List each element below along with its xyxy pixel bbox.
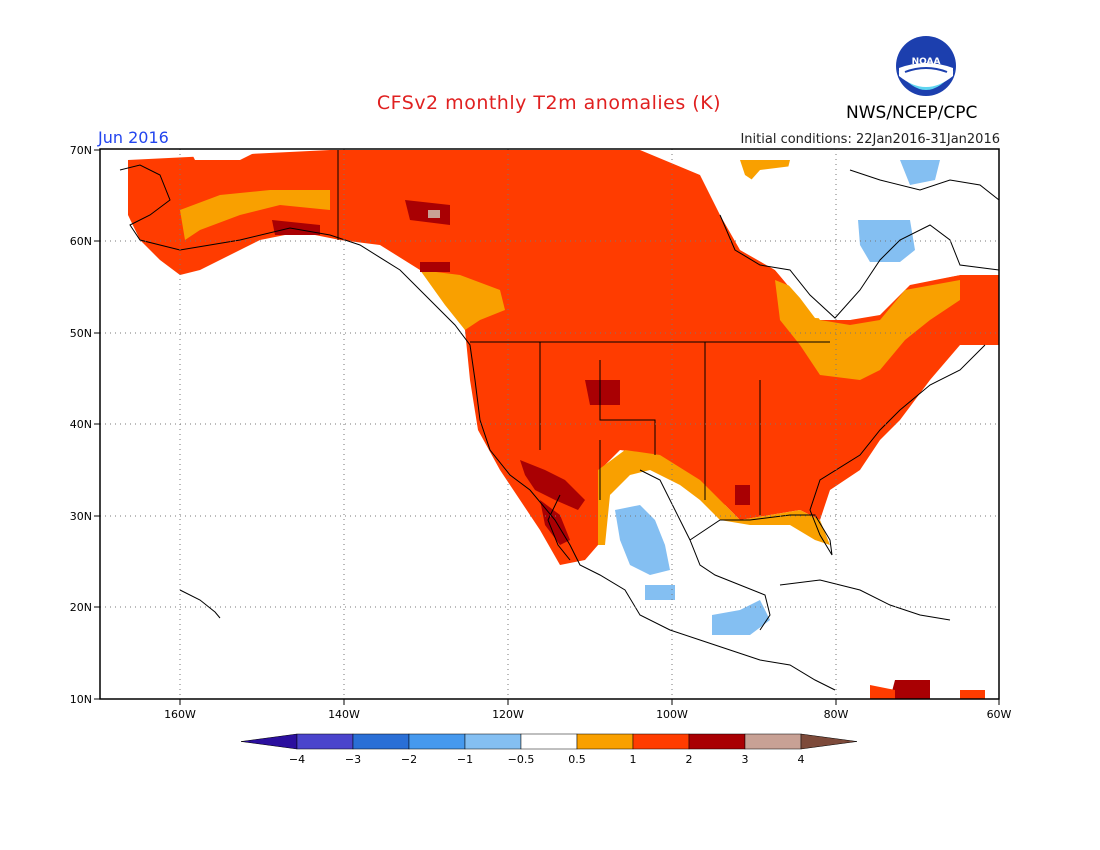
lat-label: 70N	[70, 144, 92, 157]
noaa-logo: NOAA	[896, 36, 956, 96]
colorbar-tick-label: 4	[798, 753, 805, 766]
anomaly-area-2-3	[420, 262, 450, 272]
colorbar-tick-label: 2	[686, 753, 693, 766]
anomaly-area-0.5-1	[180, 190, 330, 240]
initial-conditions-label: Initial conditions: 22Jan2016-31Jan2016	[740, 132, 1000, 147]
anomaly-area-2-3	[960, 690, 985, 699]
colorbar-tick-label: −0.5	[508, 753, 535, 766]
colorbar-tick-label: 0.5	[568, 753, 586, 766]
lat-label: 10N	[70, 693, 92, 706]
lat-label: 60N	[70, 235, 92, 248]
colorbar-tick-label: −3	[345, 753, 361, 766]
colorbar-swatch	[296, 733, 354, 750]
anomaly-area-cool	[645, 585, 675, 600]
lon-label: 60W	[987, 708, 1012, 721]
colorbar-swatch	[352, 733, 410, 750]
anomaly-area-3-4	[428, 210, 440, 218]
colorbar-tick-label: 1	[630, 753, 637, 766]
lon-label: 80W	[824, 708, 849, 721]
anomaly-area-neutral	[190, 150, 260, 160]
anomaly-area-0.5-1	[598, 450, 830, 545]
anomaly-area-1-2	[128, 150, 999, 565]
anomaly-area-2-3	[890, 680, 930, 699]
chart-title: CFSv2 monthly T2m anomalies (K)	[376, 92, 722, 114]
lon-label: 100W	[656, 708, 688, 721]
anomaly-area-cool	[858, 220, 915, 262]
anomaly-area-cool	[615, 505, 670, 575]
anomaly-area-neutral	[720, 160, 999, 320]
coastlines	[119, 150, 999, 691]
colorbar-swatch	[464, 733, 522, 750]
agency-label: NWS/NCEP/CPC	[846, 103, 978, 123]
colorbar-swatch	[408, 733, 466, 750]
axis-ticks	[94, 149, 1000, 705]
anomaly-area-2-3	[870, 685, 895, 699]
lon-label: 120W	[492, 708, 524, 721]
colorbar-arrow-high	[800, 733, 858, 750]
lat-label: 40N	[70, 418, 92, 431]
anomaly-field	[100, 149, 999, 699]
colorbar-swatch	[520, 733, 578, 750]
lat-label: 50N	[70, 327, 92, 340]
anomaly-area-2-3	[735, 485, 750, 505]
colorbar-swatch	[688, 733, 746, 750]
anomaly-area-2-3	[520, 460, 585, 510]
valid-month-label: Jun 2016	[98, 128, 169, 147]
anomaly-area-2-3	[405, 200, 450, 225]
colorbar-tick-label: −4	[289, 753, 305, 766]
colorbar-tick-label: 3	[742, 753, 749, 766]
lon-label: 140W	[328, 708, 360, 721]
anomaly-area-cool	[900, 160, 940, 185]
colorbar-tick-label: −1	[457, 753, 473, 766]
colorbar: −4 −3 −2 −1 −0.5 0.5 1 2 3 4	[240, 733, 858, 766]
colorbar-tick-label: −2	[401, 753, 417, 766]
anomaly-area-cool	[712, 600, 770, 635]
anomaly-area-0.5-1	[775, 280, 960, 380]
anomaly-area-2-3	[585, 380, 620, 405]
anomaly-area-0.5-1	[420, 270, 505, 330]
colorbar-arrow-low	[240, 733, 298, 750]
colorbar-swatch	[744, 733, 802, 750]
gridlines	[100, 149, 999, 699]
colorbar-swatch	[632, 733, 690, 750]
lat-label: 20N	[70, 601, 92, 614]
colorbar-swatch	[576, 733, 634, 750]
noaa-logo-text: NOAA	[912, 57, 941, 67]
lon-label: 160W	[164, 708, 196, 721]
lat-label: 30N	[70, 510, 92, 523]
